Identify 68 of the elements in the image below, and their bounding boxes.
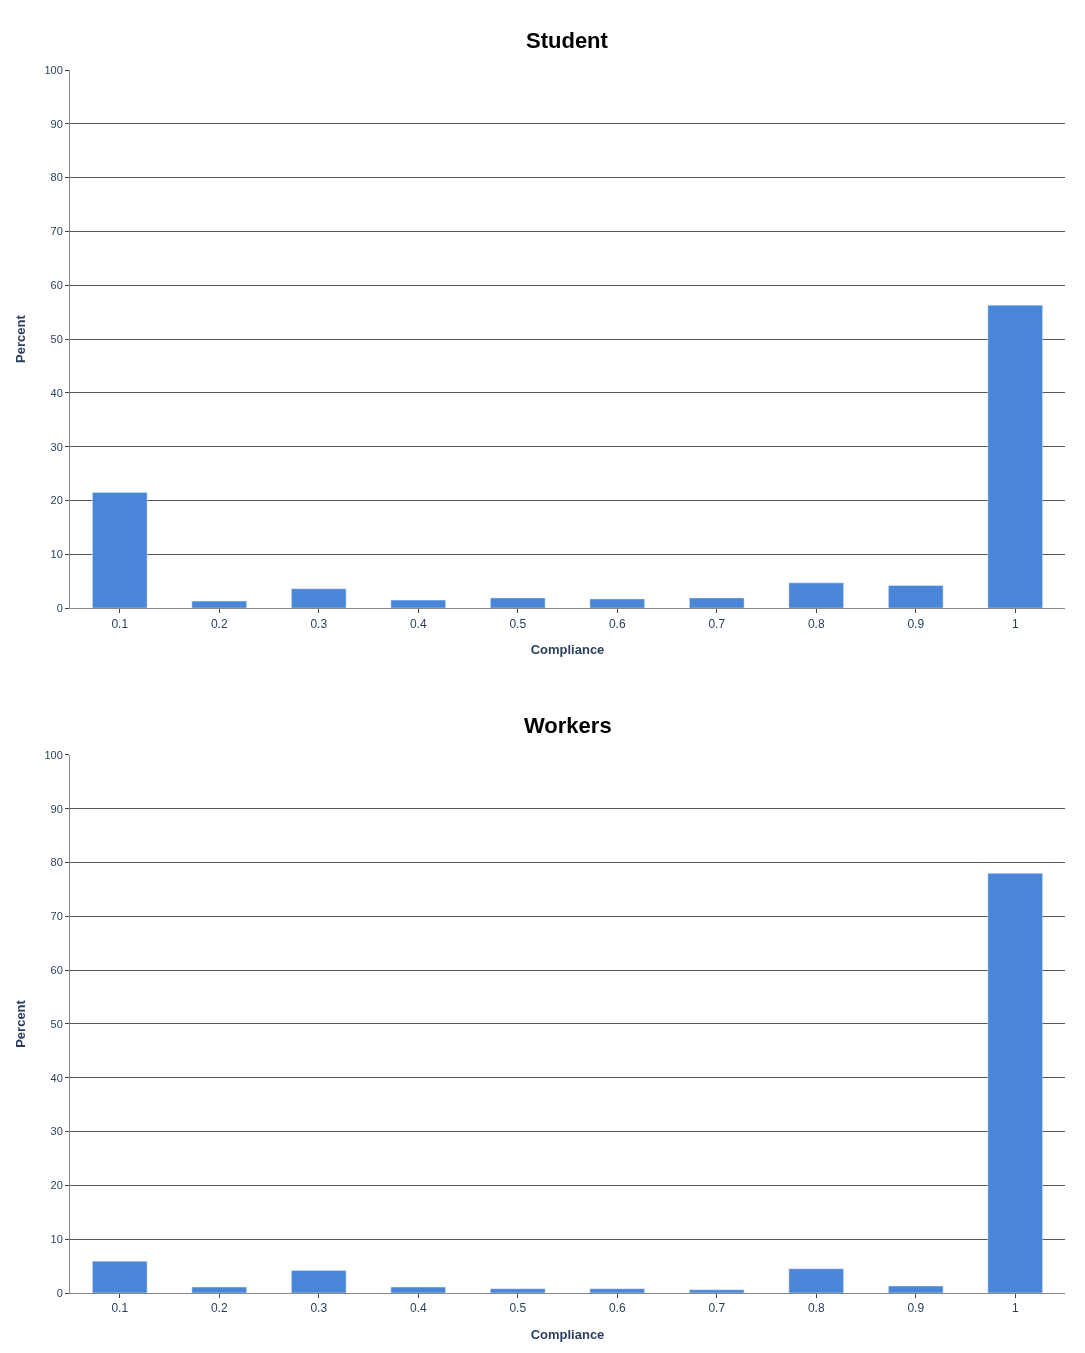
- bar: [888, 585, 944, 609]
- x-tick-label: 0.7: [708, 616, 726, 631]
- bar: [987, 304, 1043, 609]
- bar: [490, 597, 546, 609]
- x-tick-label: 0.9: [907, 616, 925, 631]
- x-tick-label: 0.2: [210, 616, 228, 631]
- bar: [689, 1289, 745, 1293]
- bar: [390, 599, 446, 609]
- x-tick-label: 0.9: [907, 1301, 925, 1316]
- x-tick-label: 0.3: [310, 1301, 328, 1316]
- bar: [888, 1285, 944, 1293]
- bar: [589, 598, 645, 609]
- bar: [390, 1286, 446, 1293]
- y-tick-label: 90: [50, 117, 63, 130]
- x-tick-label: 0.1: [111, 1301, 129, 1316]
- bar: [689, 597, 745, 609]
- y-tick-label: 20: [50, 1179, 63, 1192]
- chart-title: Student: [526, 28, 609, 53]
- bar: [291, 1270, 347, 1293]
- x-tick-label: 0.2: [210, 1301, 228, 1316]
- bar: [92, 492, 148, 609]
- y-axis-title: Percent: [13, 999, 29, 1048]
- bar: [191, 600, 247, 609]
- x-tick-label: 0.8: [807, 1301, 825, 1316]
- x-tick-label: 0.5: [509, 616, 527, 631]
- x-tick-label: 0.5: [509, 1301, 527, 1316]
- x-tick-label: 1: [1011, 1301, 1019, 1316]
- y-tick-label: 100: [44, 748, 63, 761]
- y-tick-label: 80: [50, 171, 63, 184]
- y-tick-label: 50: [50, 1017, 63, 1030]
- y-tick-label: 0: [56, 601, 63, 614]
- y-tick-label: 50: [50, 332, 63, 345]
- y-tick-label: 70: [50, 910, 63, 923]
- x-tick-label: 0.1: [111, 616, 129, 631]
- bar: [191, 1286, 247, 1293]
- y-tick-label: 40: [50, 386, 63, 399]
- y-tick-label: 30: [50, 440, 63, 453]
- x-tick-label: 0.4: [409, 616, 427, 631]
- y-tick-label: 70: [50, 225, 63, 238]
- y-axis-title: Percent: [13, 314, 29, 363]
- y-tick-label: 80: [50, 856, 63, 869]
- bar: [490, 1288, 546, 1293]
- x-tick-label: 0.4: [409, 1301, 427, 1316]
- x-tick-label: 1: [1011, 616, 1019, 631]
- bar: [92, 1261, 148, 1293]
- bar: [291, 588, 347, 609]
- bar: [987, 873, 1043, 1293]
- x-tick-label: 0.7: [708, 1301, 726, 1316]
- y-tick-label: 100: [44, 63, 63, 76]
- x-tick-label: 0.8: [807, 616, 825, 631]
- y-tick-label: 10: [50, 548, 63, 561]
- x-tick-label: 0.6: [608, 616, 626, 631]
- y-tick-label: 40: [50, 1071, 63, 1084]
- x-tick-label: 0.3: [310, 616, 328, 631]
- y-tick-label: 60: [50, 963, 63, 976]
- x-axis-title: Compliance: [530, 1327, 605, 1342]
- bar: [788, 582, 844, 609]
- x-tick-label: 0.6: [608, 1301, 626, 1316]
- y-tick-label: 0: [56, 1286, 63, 1299]
- y-tick-label: 10: [50, 1233, 63, 1246]
- x-axis-title: Compliance: [530, 642, 605, 658]
- y-tick-label: 20: [50, 494, 63, 507]
- bar: [589, 1288, 645, 1293]
- y-tick-label: 60: [50, 279, 63, 292]
- bar: [788, 1268, 844, 1293]
- chart-title: Workers: [524, 713, 612, 738]
- y-tick-label: 30: [50, 1125, 63, 1138]
- y-tick-label: 90: [50, 802, 63, 815]
